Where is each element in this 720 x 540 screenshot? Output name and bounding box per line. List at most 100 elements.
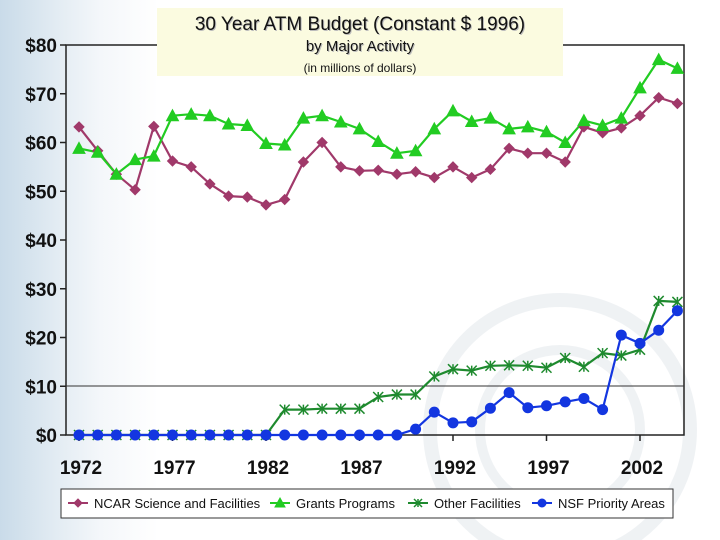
- data-point: [148, 120, 160, 133]
- data-point: [559, 396, 571, 408]
- data-point: [167, 429, 178, 441]
- data-point: [260, 199, 272, 211]
- data-point: [129, 429, 141, 441]
- data-point: [297, 404, 309, 416]
- data-point: [447, 363, 459, 375]
- legend-marker: [73, 498, 83, 508]
- data-point: [315, 108, 329, 122]
- x-tick-label: 1992: [434, 458, 476, 479]
- series-markers-1: [72, 52, 685, 180]
- x-tick-label: 2002: [621, 458, 663, 479]
- data-point: [391, 429, 403, 441]
- data-point: [671, 305, 683, 317]
- data-point: [466, 416, 478, 428]
- data-point: [335, 429, 347, 441]
- data-point: [185, 429, 197, 441]
- data-point: [484, 360, 496, 372]
- y-tick-label: $70: [25, 85, 57, 106]
- data-point: [615, 350, 627, 362]
- series-line-0: [78, 96, 678, 206]
- data-point: [410, 423, 422, 435]
- data-point: [522, 402, 534, 414]
- data-point: [447, 417, 459, 429]
- data-point: [109, 167, 124, 180]
- data-point: [558, 135, 573, 148]
- data-point: [465, 171, 478, 184]
- data-point: [372, 429, 384, 441]
- legend-marker: [537, 498, 547, 508]
- data-point: [577, 113, 591, 127]
- data-point: [484, 402, 496, 414]
- data-point: [408, 143, 423, 157]
- data-point: [503, 142, 515, 155]
- data-point: [539, 124, 554, 138]
- data-point: [651, 52, 666, 66]
- legend-marker: [413, 498, 423, 508]
- data-point: [670, 61, 685, 74]
- series-layer: [72, 52, 685, 441]
- data-point: [148, 429, 160, 441]
- series-line-2: [79, 299, 678, 437]
- data-point: [241, 429, 253, 441]
- series-markers-2: [73, 295, 683, 441]
- data-point: [484, 163, 497, 176]
- y-tick-label: $20: [25, 329, 57, 350]
- data-point: [410, 389, 422, 401]
- data-point: [428, 406, 440, 418]
- data-point: [559, 352, 571, 364]
- data-point: [316, 429, 328, 441]
- data-point: [353, 403, 366, 415]
- legend-label: NCAR Science and Facilities: [94, 496, 261, 511]
- data-point: [522, 147, 534, 159]
- data-point: [578, 392, 590, 404]
- data-point: [184, 107, 199, 120]
- data-point: [503, 387, 515, 399]
- data-point: [316, 136, 328, 149]
- data-point: [372, 391, 384, 403]
- data-point: [615, 122, 628, 134]
- data-point: [260, 429, 272, 441]
- data-point: [390, 146, 404, 159]
- data-point: [466, 365, 478, 377]
- series-markers-0: [73, 91, 684, 211]
- data-point: [541, 400, 552, 412]
- data-point: [333, 114, 348, 128]
- data-point: [297, 156, 310, 168]
- data-point: [110, 429, 122, 441]
- x-tick-label: 1977: [153, 458, 195, 479]
- data-point: [428, 370, 440, 383]
- data-point: [353, 165, 366, 177]
- y-tick-label: $80: [25, 36, 57, 57]
- data-point: [279, 429, 291, 441]
- data-point: [520, 119, 535, 133]
- data-point: [73, 121, 85, 133]
- series-markers-3: [73, 305, 683, 441]
- data-point: [595, 118, 610, 131]
- data-point: [296, 111, 311, 124]
- data-point: [146, 149, 161, 162]
- data-point: [241, 191, 254, 203]
- legend: NCAR Science and Facilities Grants Progra…: [60, 488, 674, 519]
- chart-title: 30 Year ATM Budget (Constant $ 1996): [194, 14, 526, 35]
- x-tick-label: 1997: [527, 458, 569, 479]
- data-point: [540, 362, 553, 374]
- data-point: [372, 164, 384, 176]
- chart-title-box: 30 Year ATM Budget (Constant $ 1996) by …: [157, 8, 563, 76]
- data-point: [653, 324, 665, 336]
- data-point: [185, 161, 197, 173]
- data-point: [446, 103, 460, 117]
- data-point: [464, 114, 479, 128]
- data-point: [671, 97, 684, 110]
- data-point: [203, 108, 217, 122]
- data-point: [597, 404, 609, 416]
- x-tick-label: 1972: [60, 458, 102, 479]
- data-point: [352, 121, 367, 135]
- series-line-3: [79, 309, 679, 437]
- data-point: [614, 111, 629, 124]
- data-point: [540, 147, 553, 159]
- data-point: [223, 429, 235, 441]
- data-point: [634, 109, 646, 122]
- y-tick-label: $50: [25, 182, 57, 203]
- x-tick-label: 1987: [340, 458, 382, 479]
